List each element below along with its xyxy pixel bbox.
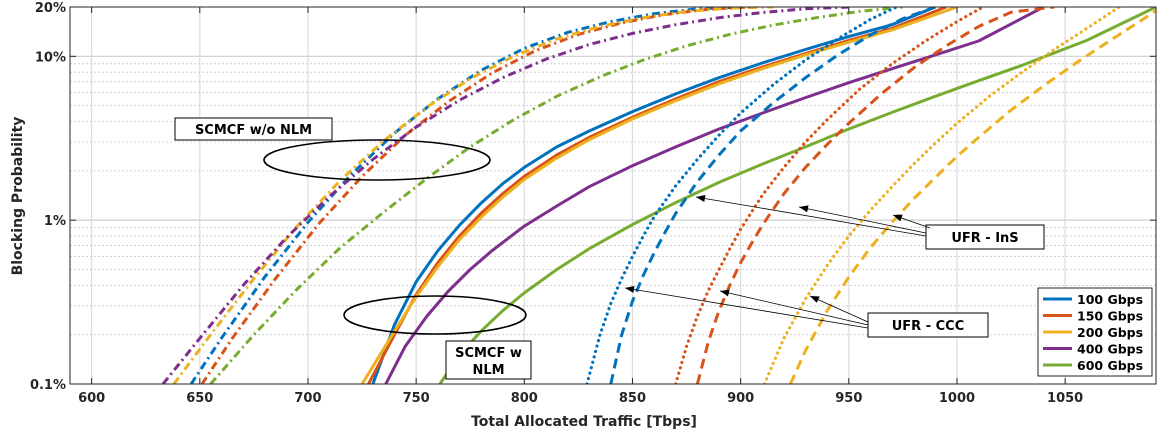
arrow-head (799, 205, 809, 213)
annotation-label: UFR - InS (951, 231, 1018, 246)
arrow-head (810, 296, 820, 303)
y-tick-label: 0.1% (30, 378, 66, 393)
legend-label: 600 Gbps (1077, 358, 1143, 373)
annotation-box (867, 312, 989, 338)
series-line (371, 7, 936, 384)
series-line (609, 7, 936, 384)
annotation-arrow (719, 290, 869, 326)
legend-label: 400 Gbps (1077, 342, 1143, 357)
group-ellipse (263, 139, 491, 181)
annotation-box (445, 340, 532, 380)
series-line (384, 7, 1045, 384)
arrow-head (625, 286, 635, 293)
annotation-label: UFR - CCC (892, 319, 965, 334)
series-line (360, 7, 958, 384)
series-line (762, 7, 1121, 384)
series-line (695, 7, 1055, 384)
series-line (789, 9, 1156, 384)
arrow-head (893, 214, 903, 222)
series-line (209, 7, 904, 384)
x-tick-label: 1000 (939, 391, 975, 406)
annotations: SCMCF w/o NLM SCMCF w NLM UFR - InS UFR - CC… (174, 117, 1045, 380)
arrow-head (720, 289, 730, 297)
y-tick-label: 20% (35, 1, 66, 16)
x-axis-label: Total Allocated Traffic [Tbps] (471, 414, 697, 430)
x-tick-label: 600 (78, 391, 105, 406)
series-line (585, 7, 899, 384)
y-tick-label: 10% (35, 50, 66, 65)
annotation-arrow (695, 196, 927, 237)
series-line (200, 7, 752, 384)
annotation-label: SCMCF w/o NLM (195, 123, 312, 138)
series-line (161, 7, 849, 384)
x-tick-label: 700 (294, 391, 321, 406)
legend-label: 100 Gbps (1077, 292, 1143, 307)
series-line (674, 7, 985, 384)
x-tick-label: 650 (186, 391, 213, 406)
x-tick-label: 850 (619, 391, 646, 406)
annotation-arrow (624, 287, 869, 329)
y-tick-label: 1% (44, 214, 66, 229)
legend-label: 200 Gbps (1077, 325, 1143, 340)
series-line (189, 7, 741, 384)
annotation-box (925, 224, 1045, 250)
ticks: 600 650 700 750 800 850 900 950 1000 1050 0.1% 1% 10… (30, 1, 1156, 406)
x-tick-label: 1050 (1047, 391, 1083, 406)
x-tick-label: 800 (511, 391, 538, 406)
annotation-box (174, 117, 333, 141)
y-axis-label: Blocking Probability (10, 117, 26, 276)
arrow-head (696, 195, 706, 202)
grid (70, 6, 1156, 384)
x-tick-label: 750 (403, 391, 430, 406)
series-group (161, 7, 1156, 384)
annotation-arrow (798, 206, 927, 234)
group-ellipse (343, 295, 527, 335)
annotation-arrow (809, 295, 869, 323)
plot-frame (69, 6, 1157, 385)
legend-label: 150 Gbps (1077, 309, 1143, 324)
x-tick-label: 900 (727, 391, 754, 406)
x-tick-label: 950 (835, 391, 862, 406)
annotation-label: SCMCF w NLM (455, 346, 522, 378)
series-line (172, 7, 774, 384)
series-line (438, 7, 1156, 384)
